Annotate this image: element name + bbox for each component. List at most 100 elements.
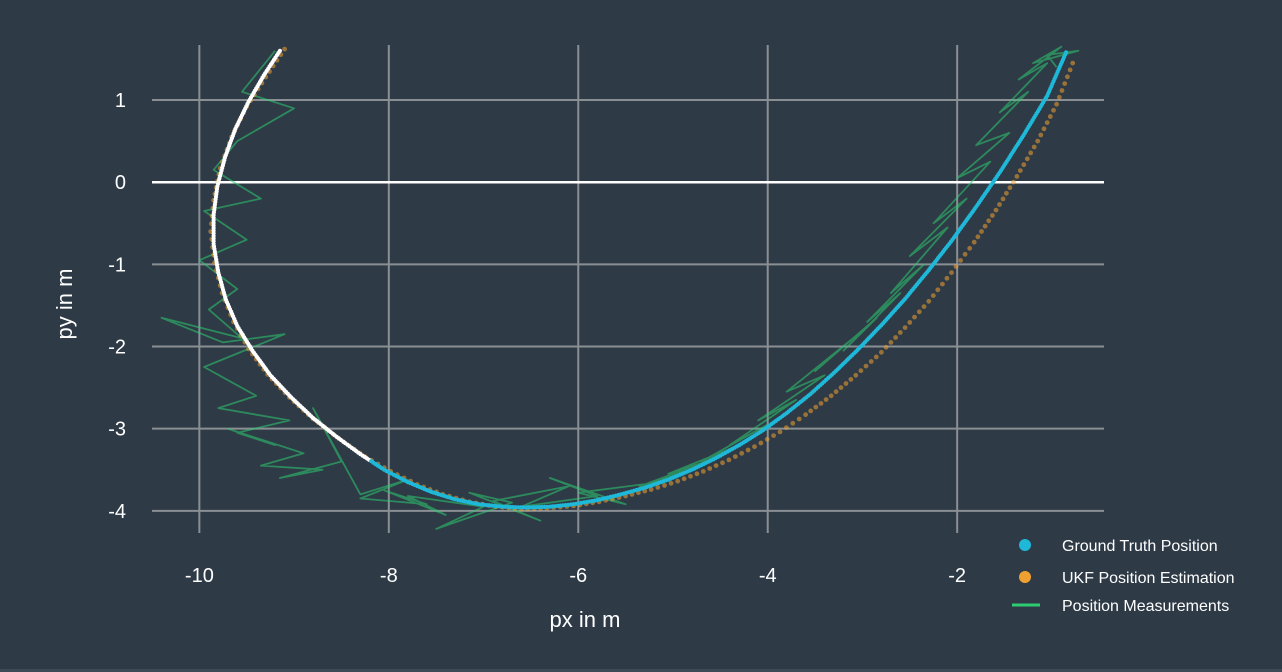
measurement-layer xyxy=(160,45,1080,530)
ukf-point xyxy=(1056,94,1062,100)
ukf-point xyxy=(758,440,764,446)
ukf-point xyxy=(1070,60,1076,66)
ukf-point xyxy=(1038,132,1044,138)
ukf-point xyxy=(949,270,954,275)
ukf-point xyxy=(739,450,745,456)
ukf-point xyxy=(655,485,661,490)
legend: Ground Truth Position UKF Position Estim… xyxy=(1012,538,1235,615)
ukf-point xyxy=(1047,114,1053,119)
ukf-point xyxy=(935,287,941,293)
ukf-point xyxy=(784,425,789,430)
ukf-point xyxy=(967,245,973,251)
ukf-point xyxy=(940,281,945,287)
ukf-point xyxy=(953,264,959,269)
ukf-point xyxy=(1062,81,1068,86)
ukf-point xyxy=(838,385,844,390)
ukf-point xyxy=(688,473,693,479)
ukf-point xyxy=(907,320,913,325)
ukf-point xyxy=(1041,126,1047,132)
ukf-point xyxy=(990,213,995,218)
ukf-point xyxy=(888,340,894,345)
tick-label-layer: -10 -8 -6 -4 -2 1 0 -1 -2 -3 -4 xyxy=(108,90,966,587)
ukf-point xyxy=(681,476,687,482)
ukf-point xyxy=(930,293,936,298)
ukf-point xyxy=(863,363,869,369)
ukf-point xyxy=(823,397,829,402)
ukf-point xyxy=(958,258,963,263)
ukf-point xyxy=(1000,196,1006,202)
x-tick-label: -10 xyxy=(185,565,214,587)
ukf-point xyxy=(694,471,700,477)
ukf-point xyxy=(921,304,927,309)
legend-ground-truth-label: Ground Truth Position xyxy=(1062,538,1218,555)
ukf-point xyxy=(668,480,674,486)
ukf-point xyxy=(1007,185,1013,191)
ukf-point xyxy=(745,447,751,453)
ukf-point xyxy=(1004,190,1009,196)
ukf-point xyxy=(1024,156,1030,162)
y-tick-label: 0 xyxy=(115,172,126,194)
y-tick-label: -2 xyxy=(108,337,126,359)
ukf-point xyxy=(282,46,287,52)
ukf-point xyxy=(675,478,681,484)
ukf-point xyxy=(771,433,776,438)
ukf-point xyxy=(796,416,802,422)
y-axis-title: py in m xyxy=(52,269,77,340)
x-tick-label: -8 xyxy=(380,565,398,587)
ukf-point xyxy=(853,372,859,378)
x-axis-title: px in m xyxy=(550,607,621,632)
ukf-point xyxy=(993,207,999,213)
ukf-point xyxy=(1011,179,1016,185)
legend-measurements-label: Position Measurements xyxy=(1062,598,1229,615)
ukf-point xyxy=(700,469,706,474)
ukf-point xyxy=(975,234,981,240)
ukf-point xyxy=(1059,88,1065,93)
ukf-point xyxy=(902,325,908,330)
ukf-point xyxy=(713,463,719,468)
ukf-point xyxy=(720,460,725,466)
ukf-point xyxy=(1014,174,1020,179)
ukf-point xyxy=(833,389,839,395)
grid-layer xyxy=(152,45,1104,533)
ukf-point xyxy=(944,275,950,281)
ukf-point xyxy=(777,429,783,435)
ukf-point xyxy=(879,349,884,355)
ukf-point xyxy=(732,454,738,459)
ukf-point xyxy=(752,444,757,450)
ukf-point xyxy=(883,344,889,350)
y-tick-label: -3 xyxy=(108,419,126,441)
ukf-point xyxy=(1065,74,1070,80)
ground-truth-layer xyxy=(211,48,1069,510)
y-tick-label: 1 xyxy=(115,90,126,112)
ukf-point xyxy=(726,457,732,463)
ukf-point xyxy=(893,335,898,340)
ukf-point xyxy=(803,412,808,418)
ukf-point xyxy=(764,436,770,442)
ukf-point xyxy=(858,368,864,374)
x-tick-label: -2 xyxy=(948,565,966,587)
ukf-point xyxy=(808,408,814,414)
ukf-point xyxy=(818,401,824,406)
ukf-point xyxy=(1051,107,1056,113)
legend-ground-truth-marker xyxy=(1019,539,1031,551)
ukf-point xyxy=(828,393,834,399)
ukf-layer xyxy=(208,46,1076,512)
ukf-point xyxy=(997,202,1002,207)
ukf-point xyxy=(1028,150,1034,156)
ukf-point xyxy=(642,488,648,494)
ukf-point xyxy=(979,229,984,234)
ukf-point xyxy=(1017,168,1023,174)
x-tick-label: -6 xyxy=(569,565,587,587)
ukf-point xyxy=(916,309,922,315)
legend-ukf-label: UKF Position Estimation xyxy=(1062,570,1235,587)
ukf-point xyxy=(707,466,713,471)
ukf-point xyxy=(1054,101,1059,107)
x-tick-label: -4 xyxy=(759,565,777,587)
ukf-point xyxy=(926,298,932,304)
ukf-point xyxy=(982,223,988,229)
ukf-point xyxy=(962,251,968,257)
bottom-divider xyxy=(0,669,1282,672)
ukf-point xyxy=(1031,144,1037,150)
